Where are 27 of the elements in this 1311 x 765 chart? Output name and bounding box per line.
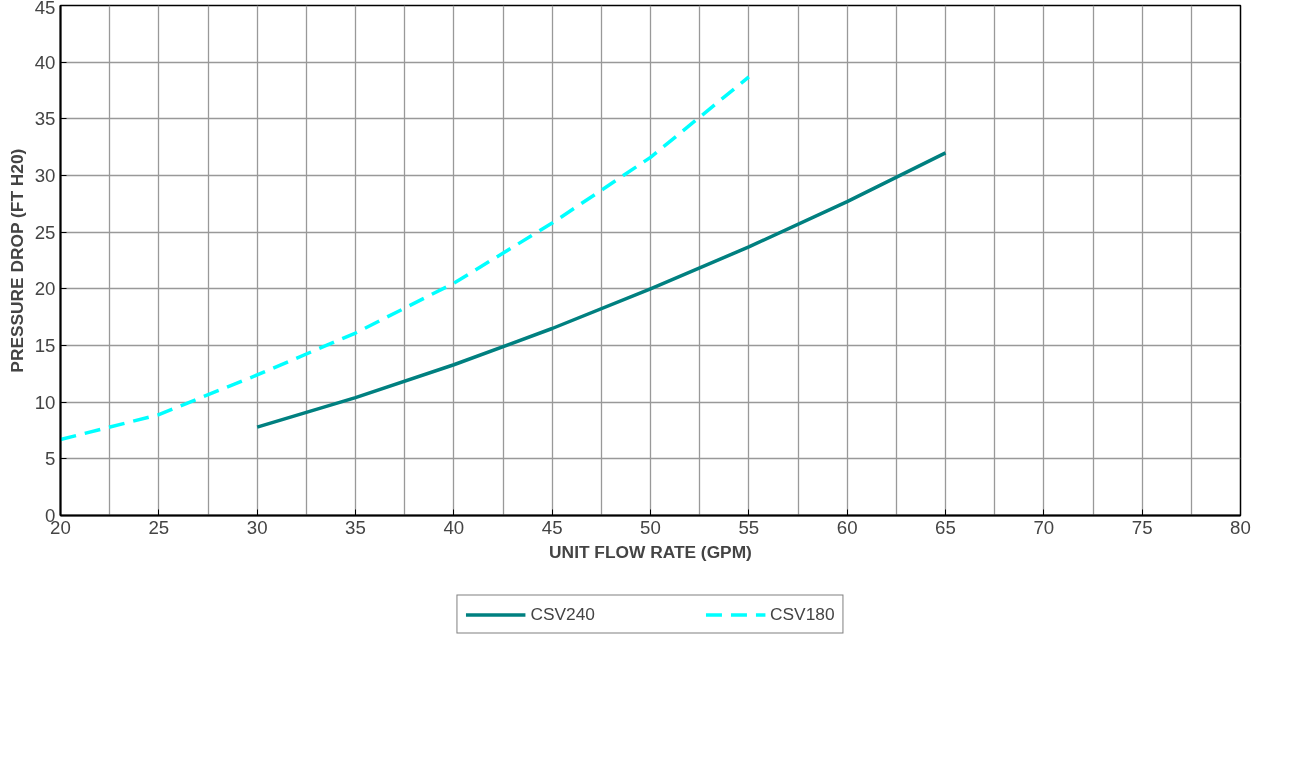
x-tick-label: 60: [836, 516, 858, 538]
x-tick-label: 40: [443, 516, 465, 538]
x-tick-label: 65: [935, 516, 956, 538]
x-tick-label: 55: [738, 516, 760, 538]
line-series: [255, 151, 948, 429]
x-tick-label: 45: [541, 516, 563, 538]
y-tick-label: 10: [34, 391, 56, 413]
x-tick-label: 30: [246, 516, 268, 538]
line-series: [60, 75, 751, 442]
legend-label: CSV180: [770, 603, 835, 625]
x-tick-label: 25: [148, 516, 170, 538]
y-tick-label: 35: [34, 108, 56, 130]
legend-label: CSV240: [530, 603, 595, 625]
y-tick-label: 15: [34, 335, 56, 356]
y-axis-title: PRESSURE DROP (FT H20): [6, 148, 27, 373]
y-tick-label: 30: [34, 165, 56, 186]
y-tick-label: 5: [45, 448, 56, 470]
x-tick-label: 50: [640, 516, 661, 538]
x-tick-label: 80: [1230, 516, 1251, 538]
y-tick-label: 45: [34, 0, 56, 18]
y-tick-label: 40: [34, 51, 56, 73]
y-tick-label: 20: [34, 278, 56, 300]
x-tick-label: 75: [1131, 516, 1153, 538]
x-tick-label: 70: [1033, 516, 1055, 538]
x-tick-label: 35: [345, 516, 366, 538]
x-axis-title: UNIT FLOW RATE (GPM): [549, 541, 752, 562]
y-tick-label: 25: [34, 221, 56, 243]
